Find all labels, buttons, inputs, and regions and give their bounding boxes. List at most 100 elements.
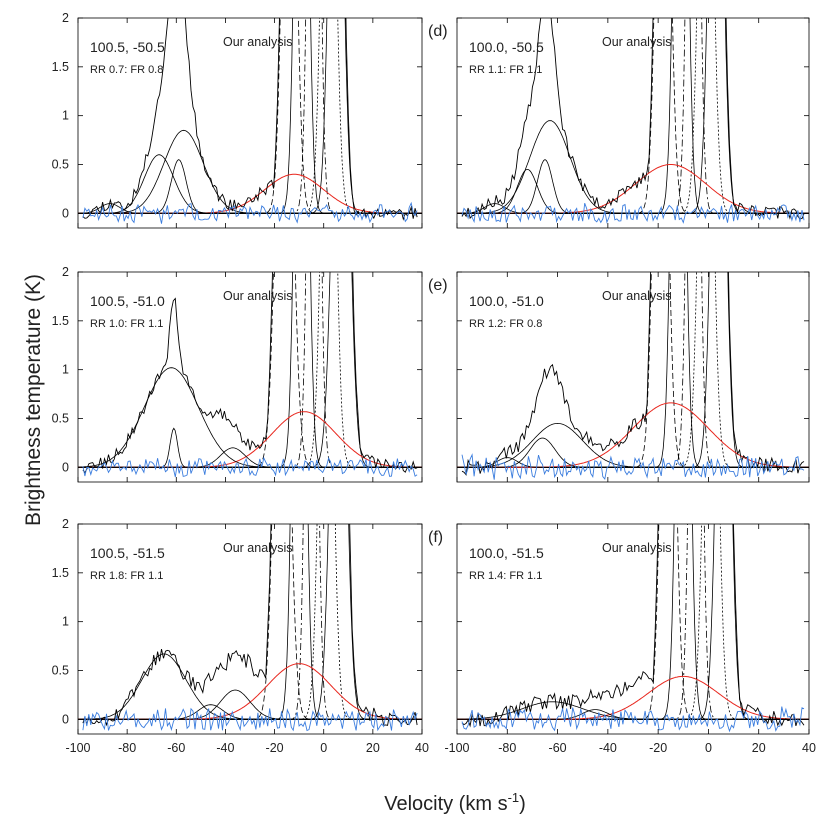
panel-coords: 100.5, -51.0	[90, 293, 165, 309]
gaussian-component	[457, 120, 809, 214]
residual-spectrum	[461, 203, 805, 224]
local-component	[457, 524, 809, 720]
plot-area	[457, 524, 809, 733]
panel-annotation: Our analysis	[223, 289, 292, 303]
x-tick-label: 0	[705, 741, 712, 755]
local-component	[78, 524, 422, 720]
local-component	[457, 18, 809, 214]
y-tick-label: 1.5	[52, 566, 69, 580]
x-tick-label: -40	[599, 741, 617, 755]
y-axis-label: Brightness temperature (K)	[22, 274, 45, 526]
residual-spectrum	[82, 201, 418, 224]
x-tick-label: 0	[320, 741, 327, 755]
panel-frame	[77, 523, 423, 735]
y-tick-label: 0.5	[52, 158, 69, 172]
panel-coords: 100.5, -50.5	[90, 39, 165, 55]
panel-coords: 100.0, -51.5	[469, 545, 544, 561]
panel-c: 0 0.5 1 1.5 2 -100 -80 -60 -40 -20 0 20 40 100.5, -51…	[52, 517, 429, 755]
x-tick-label: -60	[167, 741, 185, 755]
observed-spectrum	[82, 524, 418, 727]
panel-f: -100 -80 -60 -40 -20 0 20 40 100.0, -51.5 RR 1.4:…	[428, 523, 816, 755]
panel-ratio: RR 1.1: FR 1.1	[469, 64, 542, 76]
x-tick-label: -100	[65, 741, 90, 755]
panel-frame	[77, 17, 423, 229]
panel-coords: 100.5, -51.5	[90, 545, 165, 561]
x-tick-label: 40	[415, 741, 429, 755]
x-axis-label: Velocity (km s-1)	[384, 790, 526, 815]
plot-area	[78, 272, 422, 478]
y-tick-label: 1	[62, 363, 69, 377]
panel-label: (d)	[428, 23, 448, 40]
y-tick-label: 2	[62, 265, 69, 279]
panel-label: (f)	[428, 529, 443, 546]
plot-area	[78, 18, 422, 224]
local-component	[457, 18, 809, 214]
observed-spectrum	[461, 524, 805, 728]
local-component	[78, 524, 422, 720]
y-tick-label: 1.5	[52, 60, 69, 74]
panel-annotation: Our analysis	[223, 35, 292, 49]
local-component	[78, 18, 422, 214]
local-component	[78, 18, 422, 214]
x-tick-label: 20	[366, 741, 380, 755]
panel-annotation: Our analysis	[223, 541, 292, 555]
y-tick-label: 0.5	[52, 412, 69, 426]
panel-frame	[456, 523, 810, 735]
x-tick-label: -80	[118, 741, 136, 755]
panels: 0 0.5 1 1.5 2 100.5, -50.5 RR 0.7: FR 0.8 Our a…	[52, 11, 816, 755]
y-tick-label: 2	[62, 517, 69, 531]
plot-area	[457, 18, 809, 224]
y-tick-label: 0	[62, 206, 69, 220]
local-component	[457, 524, 809, 720]
local-component	[457, 524, 809, 720]
gaussian-component	[457, 709, 809, 720]
x-tick-label: -20	[266, 741, 284, 755]
panel-frame	[456, 271, 810, 483]
y-tick-label: 0	[62, 712, 69, 726]
y-tick-label: 1	[62, 615, 69, 629]
panel-ratio: RR 0.7: FR 0.8	[90, 64, 163, 76]
plot-area	[457, 272, 809, 481]
panel-ratio: RR 1.4: FR 1.1	[469, 570, 542, 582]
local-component	[78, 18, 422, 214]
plot-area	[78, 524, 422, 732]
panel-ratio: RR 1.2: FR 0.8	[469, 318, 542, 330]
panel-frame	[456, 17, 810, 229]
panel-frame	[77, 271, 423, 483]
residual-spectrum	[461, 706, 805, 733]
y-tick-label: 1.5	[52, 314, 69, 328]
panel-e: 100.0, -51.0 RR 1.2: FR 0.8 Our analysis (e…	[428, 271, 810, 483]
y-tick-label: 1	[62, 109, 69, 123]
panel-label: (e)	[428, 277, 448, 294]
wing-gaussian	[78, 663, 422, 720]
gaussian-component	[78, 653, 422, 720]
residual-spectrum	[82, 456, 418, 478]
panel-annotation: Our analysis	[602, 35, 671, 49]
local-component	[457, 524, 809, 720]
x-tick-label: -80	[498, 741, 516, 755]
observed-spectrum	[461, 272, 805, 476]
gaussian-component	[78, 447, 422, 468]
local-component	[78, 18, 422, 214]
residual-spectrum	[82, 707, 418, 732]
wing-gaussian	[457, 402, 809, 468]
observed-spectrum	[82, 272, 418, 474]
local-component	[457, 18, 809, 214]
panel-coords: 100.0, -51.0	[469, 293, 544, 309]
local-component	[457, 18, 809, 214]
x-tick-label: -100	[444, 741, 469, 755]
y-tick-label: 0	[62, 460, 69, 474]
observed-spectrum	[82, 18, 418, 221]
gaussian-component	[78, 367, 422, 468]
x-tick-label: -60	[549, 741, 567, 755]
panel-annotation: Our analysis	[602, 541, 671, 555]
local-component	[457, 18, 809, 214]
wing-gaussian	[78, 411, 422, 468]
panel-annotation: Our analysis	[602, 289, 671, 303]
panel-d: 100.0, -50.5 RR 1.1: FR 1.1 Our analysis (d…	[428, 17, 810, 229]
local-component	[78, 18, 422, 214]
panel-ratio: RR 1.8: FR 1.1	[90, 570, 163, 582]
observed-spectrum	[461, 18, 805, 220]
x-tick-label: 20	[752, 741, 766, 755]
y-tick-label: 2	[62, 11, 69, 25]
